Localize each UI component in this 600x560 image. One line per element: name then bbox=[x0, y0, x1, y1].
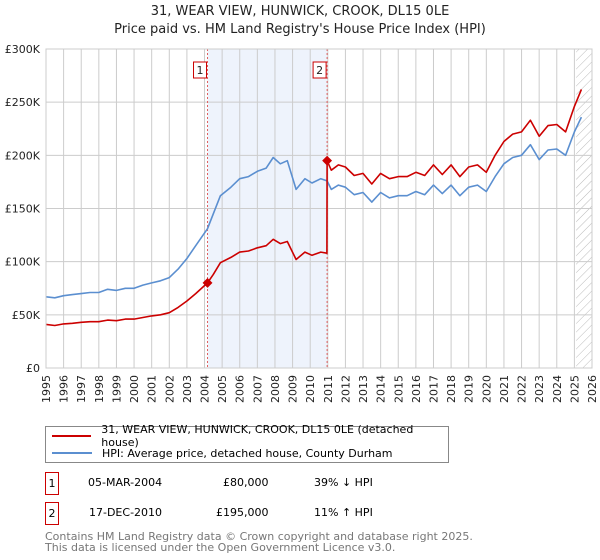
x-tick-label: 2022 bbox=[516, 375, 529, 403]
x-tick-label: 2006 bbox=[234, 375, 247, 403]
sale-badge-1 bbox=[193, 61, 208, 79]
plot-frame bbox=[45, 48, 593, 369]
x-tick-label: 2015 bbox=[392, 375, 405, 403]
x-tick-label: 2010 bbox=[304, 375, 317, 403]
x-tick-label: 2000 bbox=[128, 375, 141, 403]
x-tick-label: 2023 bbox=[533, 375, 546, 403]
legend-swatch-blue bbox=[52, 452, 92, 454]
legend-item-price: 31, WEAR VIEW, HUNWICK, CROOK, DL15 0LE … bbox=[52, 423, 448, 449]
legend-swatch-red bbox=[52, 435, 92, 437]
hpi-line bbox=[45, 116, 583, 299]
x-tick-label: 2004 bbox=[199, 375, 212, 403]
legend-label-hpi: HPI: Average price, detached house, Coun… bbox=[102, 446, 393, 460]
y-tick-label: £100K bbox=[5, 256, 41, 269]
x-tick-label: 1996 bbox=[58, 375, 71, 403]
legend: 31, WEAR VIEW, HUNWICK, CROOK, DL15 0LE … bbox=[45, 423, 449, 463]
x-tick-label: 2005 bbox=[216, 375, 229, 403]
x-tick-label: 2021 bbox=[498, 375, 511, 403]
x-tick-label: 1995 bbox=[40, 375, 53, 403]
x-tick-label: 2008 bbox=[269, 375, 282, 403]
chart-subtitle: Price paid vs. HM Land Registry's House … bbox=[114, 22, 486, 37]
x-tick-label: 2016 bbox=[410, 375, 423, 403]
transaction-price: £195,000 bbox=[216, 506, 269, 519]
x-tick-label: 1998 bbox=[93, 375, 106, 403]
transaction-hpi-diff: 11% ↑ HPI bbox=[314, 506, 373, 519]
y-tick-label: £250K bbox=[5, 96, 41, 109]
sale-badge-2 bbox=[312, 61, 327, 79]
y-tick-label: £0 bbox=[26, 362, 40, 375]
legend-label-price: 31, WEAR VIEW, HUNWICK, CROOK, DL15 0LE … bbox=[101, 423, 414, 449]
x-tick-label: 2024 bbox=[551, 375, 564, 403]
x-tick-label: 2020 bbox=[480, 375, 493, 403]
x-tick-label: 2003 bbox=[181, 375, 194, 403]
x-tick-label: 2025 bbox=[568, 375, 581, 403]
x-tick-label: 2001 bbox=[146, 375, 159, 403]
chart-title: 31, WEAR VIEW, HUNWICK, CROOK, DL15 0LE bbox=[150, 4, 450, 19]
x-tick-label: 2019 bbox=[463, 375, 476, 403]
x-tick-label: 2011 bbox=[322, 375, 335, 403]
x-tick-label: 1999 bbox=[110, 375, 123, 403]
transaction-hpi-diff: 39% ↓ HPI bbox=[314, 476, 373, 489]
sale-badge-label: 1 bbox=[197, 64, 204, 77]
x-tick-label: 2013 bbox=[357, 375, 370, 403]
x-tick-label: 2002 bbox=[163, 375, 176, 403]
x-tick-label: 1997 bbox=[75, 375, 88, 403]
x-tick-label: 2018 bbox=[445, 375, 458, 403]
transaction-date: 05-MAR-2004 bbox=[88, 476, 163, 489]
price-paid-line bbox=[45, 89, 583, 327]
y-tick-label: £150K bbox=[5, 203, 41, 216]
transaction-number: 1 bbox=[45, 472, 59, 495]
y-tick-label: £300K bbox=[5, 43, 41, 56]
sale-point-1 bbox=[202, 277, 213, 288]
x-tick-label: 2017 bbox=[427, 375, 440, 403]
x-tick-label: 2026 bbox=[586, 375, 599, 403]
transaction-row: 1 05-MAR-2004 £80,000 39% ↓ HPI bbox=[45, 472, 465, 495]
transaction-row: 2 17-DEC-2010 £195,000 11% ↑ HPI bbox=[45, 502, 465, 525]
x-tick-label: 2014 bbox=[375, 375, 388, 403]
sale-badge-label: 2 bbox=[316, 64, 323, 77]
footer-copyright: Contains HM Land Registry data © Crown c… bbox=[45, 530, 473, 543]
y-tick-label: £50K bbox=[12, 309, 41, 322]
transaction-number: 2 bbox=[45, 502, 59, 525]
legend-item-hpi: HPI: Average price, detached house, Coun… bbox=[52, 445, 393, 461]
price-chart: 1995 1996 1997 1998 1999 2000 2001 2002 2003 2004… bbox=[5, 43, 599, 403]
transaction-date: 17-DEC-2010 bbox=[89, 506, 163, 519]
x-tick-label: 2012 bbox=[339, 375, 352, 403]
x-tick-label: 2007 bbox=[251, 375, 264, 403]
transaction-price: £80,000 bbox=[223, 476, 269, 489]
footer-licence: This data is licensed under the Open Gov… bbox=[45, 541, 396, 554]
sale-point-2 bbox=[322, 155, 333, 166]
y-tick-label: £200K bbox=[5, 149, 41, 162]
x-tick-label: 2009 bbox=[287, 375, 300, 403]
